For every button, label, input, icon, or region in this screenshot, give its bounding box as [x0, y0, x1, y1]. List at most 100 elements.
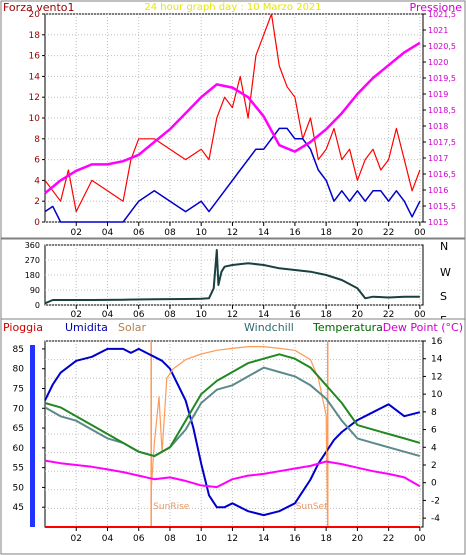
- temp-ytick-label: 0: [431, 479, 437, 489]
- humidity-ytick-label: 85: [13, 345, 24, 355]
- p1-xtick-label: 20: [352, 228, 364, 238]
- p1-xtick-label: 02: [71, 228, 82, 238]
- p2-xtick-label: 18: [320, 310, 332, 320]
- wind-ytick-label: 0: [34, 218, 40, 228]
- p3-xtick-label: 08: [164, 534, 176, 544]
- solar-label: Solar: [118, 321, 147, 334]
- wind-pressure-x-ticks: 02 04 06 08 10 12 14 16 18 20 22 00: [71, 222, 426, 238]
- temp-ytick-label: 12: [431, 372, 442, 382]
- p3-xtick-label: 02: [71, 534, 82, 544]
- humidity-ytick-label: 50: [13, 483, 25, 493]
- humidity-ytick-label: 45: [13, 503, 24, 513]
- humidity-ytick-label: 75: [13, 384, 24, 394]
- temp-ytick-label: 4: [431, 443, 437, 453]
- wind-pressure-chart: Forza vento1 24 hour graph day : 10 Marz…: [0, 0, 466, 239]
- p1-xtick-label: 04: [102, 228, 114, 238]
- wind-ytick-label: 6: [34, 156, 40, 166]
- temp-ytick-label: 14: [431, 355, 443, 365]
- pressure-ytick-label: 1015,5: [428, 202, 456, 211]
- pressure-series-line: [44, 41, 421, 195]
- temp-ytick-label: 16: [431, 337, 443, 347]
- humidity-ytick-label: 55: [13, 464, 24, 474]
- compass-label: N: [440, 240, 448, 253]
- umidita-series-line: [44, 347, 421, 517]
- p1-xtick-label: 00: [414, 228, 426, 238]
- p3-xtick-label: 22: [383, 534, 394, 544]
- p1-xtick-label: 22: [383, 228, 394, 238]
- pressure-ytick-label: 1016,5: [428, 170, 456, 179]
- temp-humidity-grid: [45, 340, 423, 528]
- pressure-ytick-label: 1020,5: [428, 42, 456, 51]
- direction-ytick-label: 360: [25, 241, 40, 250]
- wind-speed-axis-ticks: 0 2 4 6 8 10 12 14 16 18 20: [29, 10, 45, 228]
- pressure-ytick-label: 1018,5: [428, 106, 456, 115]
- p2-xtick-label: 00: [414, 310, 426, 320]
- temperature-axis-ticks: -4 -2 0 2 4 6 8 10 12 14 16: [423, 337, 443, 524]
- p1-xtick-label: 10: [195, 228, 207, 238]
- dewpoint-label: Dew Point (°C): [383, 321, 463, 334]
- wind-direction-grid: [45, 244, 423, 306]
- p2-xtick-label: 20: [352, 310, 364, 320]
- temp-ytick-label: -4: [431, 514, 440, 524]
- direction-ytick-label: 270: [25, 256, 40, 265]
- sunrise-label: SunRise: [153, 502, 190, 512]
- direction-ytick-label: 90: [30, 286, 40, 295]
- temp-ytick-label: 6: [431, 426, 437, 436]
- temp-ytick-label: 2: [431, 461, 437, 471]
- p1-xtick-label: 06: [133, 228, 145, 238]
- wind-pressure-series: [44, 13, 421, 223]
- humidity-axis-ticks: 45 50 55 60 65 70 75 80 85: [13, 345, 45, 513]
- p2-xtick-label: 16: [289, 310, 301, 320]
- p3-xtick-label: 20: [352, 534, 364, 544]
- direction-degree-ticks: 0 90 180 270 360: [25, 241, 40, 310]
- pressure-ytick-label: 1015: [428, 218, 448, 227]
- p3-xtick-label: 16: [289, 534, 301, 544]
- pressure-label: Pressione: [410, 1, 463, 14]
- p1-xtick-label: 14: [258, 228, 270, 238]
- p3-xtick-label: 12: [227, 534, 238, 544]
- p3-xtick-label: 10: [195, 534, 207, 544]
- pressure-ytick-label: 1017: [428, 154, 448, 163]
- wind-ytick-label: 14: [29, 72, 41, 82]
- p1-xtick-label: 08: [164, 228, 176, 238]
- pressure-ytick-label: 1021: [428, 26, 448, 35]
- pressure-ytick-label: 1017,5: [428, 138, 456, 147]
- temp-ytick-label: -2: [431, 496, 440, 506]
- p1-xtick-label: 18: [320, 228, 332, 238]
- pressure-ytick-label: 1016: [428, 186, 448, 195]
- rain-gauge-bar: [30, 345, 35, 527]
- pressure-ytick-label: 1019: [428, 90, 448, 99]
- humidity-ytick-label: 80: [13, 365, 25, 375]
- p1-xtick-label: 12: [227, 228, 238, 238]
- pressure-ytick-label: 1019,5: [428, 74, 456, 83]
- wind-ytick-label: 8: [34, 135, 40, 145]
- wind-direction-series-line: [44, 249, 420, 305]
- wind-speed-label: Forza vento1: [3, 1, 75, 14]
- gust-series-line: [44, 13, 421, 213]
- wind-ytick-label: 4: [34, 176, 40, 186]
- p2-xtick-label: 06: [133, 310, 145, 320]
- p2-xtick-label: 04: [102, 310, 114, 320]
- p2-xtick-label: 02: [71, 310, 82, 320]
- p2-xtick-label: 12: [227, 310, 238, 320]
- p1-xtick-label: 16: [289, 228, 301, 238]
- wind-direction-series: [44, 249, 420, 305]
- direction-ytick-label: 180: [25, 271, 40, 280]
- pressure-ytick-label: 1021,5: [428, 10, 456, 19]
- temp-ytick-label: 10: [431, 390, 443, 400]
- p2-xtick-label: 14: [258, 310, 270, 320]
- humidity-ytick-label: 70: [13, 404, 25, 414]
- wind-ytick-label: 16: [29, 52, 41, 62]
- umidita-label: Umidita: [65, 321, 108, 334]
- wind-ytick-label: 10: [29, 114, 41, 124]
- solar-series-line: [150, 346, 329, 528]
- pressure-axis-ticks: 1015 1015,5 1016 1016,5 1017 1017,5 1018 1018,5…: [423, 10, 456, 227]
- windchill-label: Windchill: [244, 321, 294, 334]
- compass-label: W: [440, 266, 451, 279]
- sunset-label: SunSet: [296, 502, 328, 512]
- p3-xtick-label: 00: [414, 534, 426, 544]
- p3-xtick-label: 04: [102, 534, 114, 544]
